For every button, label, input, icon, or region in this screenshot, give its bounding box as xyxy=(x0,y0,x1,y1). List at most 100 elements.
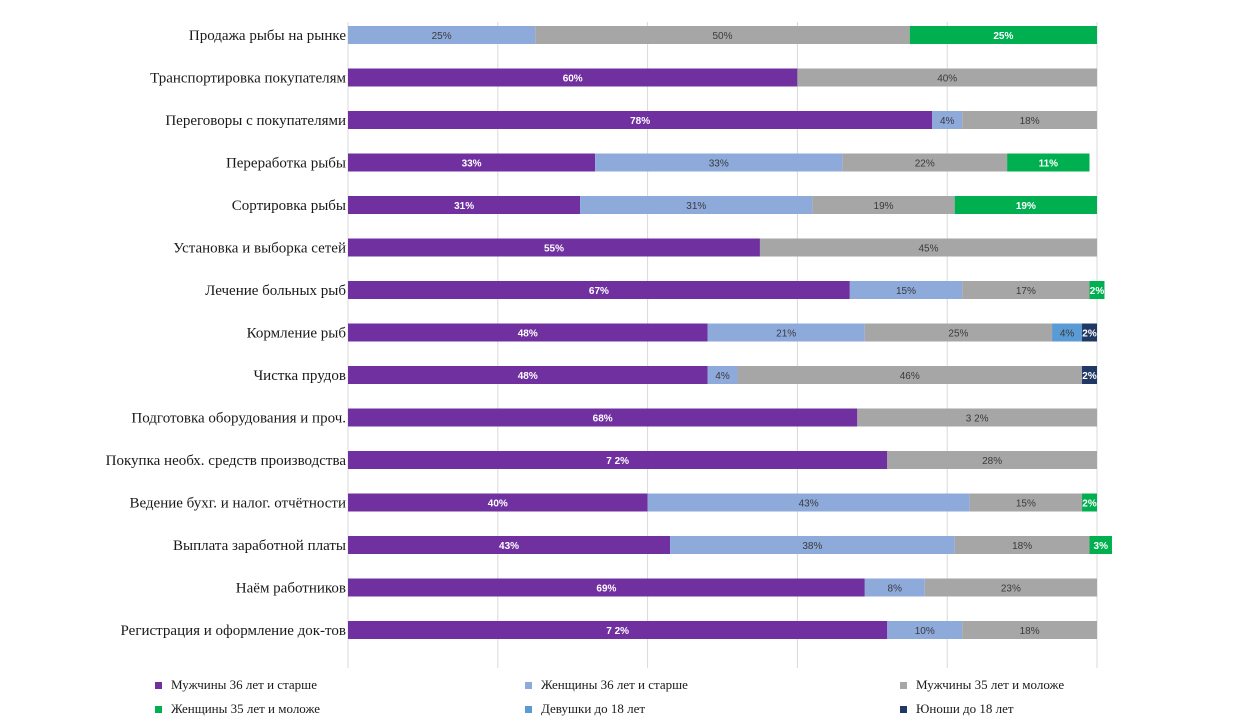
bar-segment xyxy=(857,408,1097,427)
data-label: 78% xyxy=(630,116,650,127)
category-label: Наём работников xyxy=(236,581,346,597)
legend-swatch xyxy=(155,706,162,713)
category-label: Переработка рыбы xyxy=(226,156,346,172)
data-label: 11% xyxy=(1039,159,1059,170)
data-label: 15% xyxy=(1016,499,1036,510)
data-label: 43% xyxy=(499,541,519,552)
legend-swatch xyxy=(900,706,907,713)
bar-segment xyxy=(348,68,798,87)
bar-segment xyxy=(580,196,813,214)
data-label: 68% xyxy=(593,414,613,425)
grid-layer xyxy=(347,22,1098,668)
legend-swatch xyxy=(900,682,907,689)
bar-segment xyxy=(909,26,1097,44)
bar-segment xyxy=(924,578,1097,597)
bar-segment xyxy=(932,111,963,129)
bar-segment xyxy=(348,238,760,257)
bar-segment xyxy=(348,536,671,554)
data-label: 4% xyxy=(940,116,955,127)
bar-segment xyxy=(1082,493,1097,512)
bar-segment xyxy=(759,238,1097,257)
bar-segment xyxy=(1007,153,1090,172)
bar-segment xyxy=(864,323,1053,342)
bar-segment xyxy=(348,111,933,129)
legend-swatch xyxy=(525,706,532,713)
legend-item: Юноши до 18 лет xyxy=(900,701,1014,716)
data-label: 2% xyxy=(1090,286,1105,297)
category-label: Подготовка оборудования и проч. xyxy=(131,411,346,427)
data-label: 48% xyxy=(518,371,538,382)
category-label: Кормление рыб xyxy=(247,326,347,342)
bar-segment xyxy=(954,536,1090,554)
data-label: 3 2% xyxy=(966,414,989,425)
category-label: Транспортировка покупателям xyxy=(150,71,346,87)
data-label: 25% xyxy=(432,31,452,42)
bar-segment xyxy=(812,196,955,214)
data-label: 4% xyxy=(1060,329,1075,340)
category-label: Выплата заработной платы xyxy=(173,538,346,554)
data-label: 19% xyxy=(874,201,894,212)
data-label: 7 2% xyxy=(606,626,629,637)
data-label: 19% xyxy=(1016,201,1036,212)
bar-segment xyxy=(1089,536,1112,554)
bar-segment xyxy=(595,153,843,172)
data-label: 48% xyxy=(518,329,538,340)
bar-segment xyxy=(969,493,1083,512)
bar-segment xyxy=(842,153,1008,172)
data-label: 50% xyxy=(712,31,732,42)
bar-segment xyxy=(887,451,1097,469)
category-labels: Продажа рыбы на рынке Транспортировка пок… xyxy=(106,28,347,639)
legend-label: Мужчины 36 лет и старше xyxy=(171,677,317,692)
category-label: Регистрация и оформление док-тов xyxy=(121,623,346,639)
category-label: Ведение бухг. и налог. отчётности xyxy=(129,496,346,512)
bar-segment xyxy=(348,26,536,44)
legend-label: Женщины 36 лет и старше xyxy=(541,677,688,692)
bars-layer: 25% 50% 25% 60% 40% 78% 4% 18% 33% 33% 22% 11% 31% 31… xyxy=(348,26,1112,639)
data-label: 2% xyxy=(1082,329,1097,340)
bar-segment xyxy=(348,153,596,172)
bar-segment xyxy=(737,366,1083,384)
data-label: 15% xyxy=(896,286,916,297)
category-label: Покупка необх. средств производства xyxy=(106,453,347,469)
category-label: Сортировка рыбы xyxy=(232,198,346,214)
data-label: 8% xyxy=(888,584,903,595)
bar-segment xyxy=(348,451,888,469)
bar-segment xyxy=(348,493,648,512)
bar-segment xyxy=(348,323,708,342)
bar-segment xyxy=(348,281,850,299)
bar-segment xyxy=(1082,323,1097,342)
bar-segment xyxy=(797,68,1097,87)
bar-segment xyxy=(1082,366,1097,384)
bar-segment xyxy=(535,26,910,44)
legend: Мужчины 36 лет и старше Женщины 36 лет и … xyxy=(155,677,1064,716)
data-label: 21% xyxy=(776,329,796,340)
data-label: 3% xyxy=(1094,541,1109,552)
data-label: 67% xyxy=(589,286,609,297)
data-label: 28% xyxy=(982,456,1002,467)
legend-label: Мужчины 35 лет и моложе xyxy=(916,677,1064,692)
bar-segment xyxy=(647,493,970,512)
data-label: 31% xyxy=(686,201,706,212)
legend-label: Женщины 35 лет и моложе xyxy=(171,701,320,716)
data-label: 17% xyxy=(1016,286,1036,297)
legend-label: Юноши до 18 лет xyxy=(916,701,1014,716)
bar-segment xyxy=(348,578,865,597)
data-label: 33% xyxy=(709,159,729,170)
data-label: 31% xyxy=(454,201,474,212)
category-label: Переговоры с покупателями xyxy=(165,113,346,129)
category-label: Установка и выборка сетей xyxy=(173,241,346,257)
bar-segment xyxy=(1052,323,1083,342)
legend-item: Мужчины 35 лет и моложе xyxy=(900,677,1064,692)
data-label: 55% xyxy=(544,244,564,255)
data-label: 46% xyxy=(900,371,920,382)
data-label: 69% xyxy=(596,584,616,595)
legend-label: Девушки до 18 лет xyxy=(541,701,645,716)
bar-segment xyxy=(348,366,708,384)
data-label: 60% xyxy=(563,74,583,85)
legend-swatch xyxy=(525,682,532,689)
data-label: 4% xyxy=(715,371,730,382)
bar-segment xyxy=(707,366,738,384)
data-label: 40% xyxy=(488,499,508,510)
